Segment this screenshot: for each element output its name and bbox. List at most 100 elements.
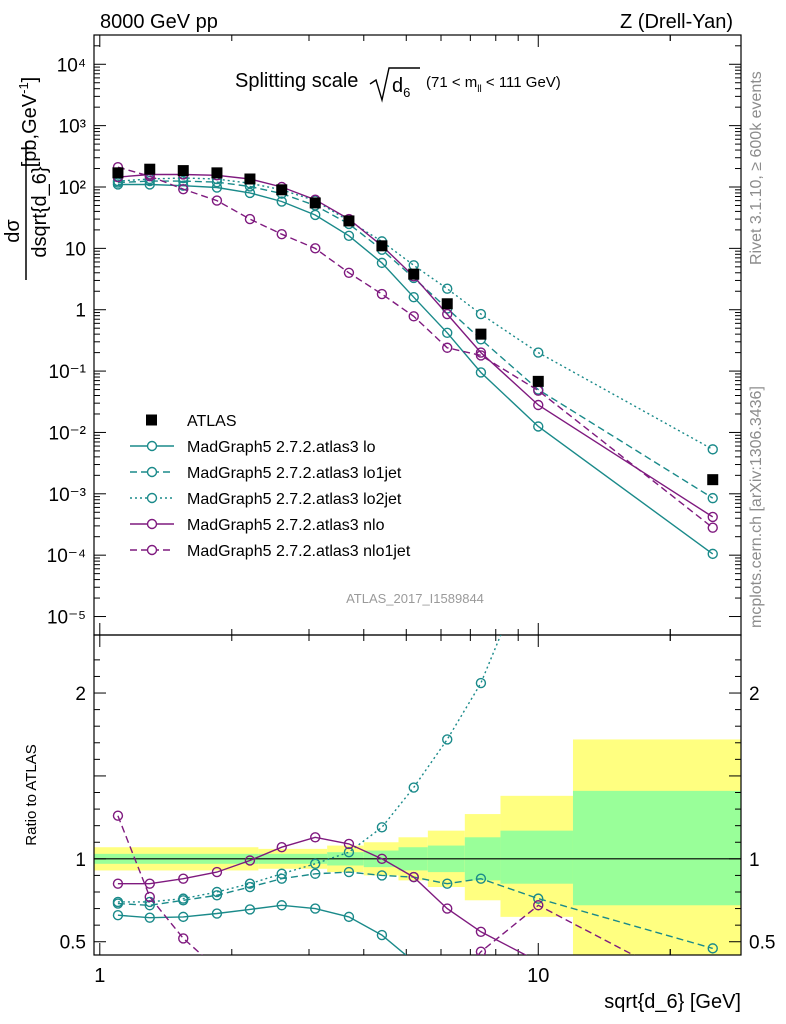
ratio-y-tick-label: 1 [75,850,86,871]
ratio-marker [144,912,155,923]
ratio-marker [144,878,155,889]
y-title-denominator: dsqrt{d_6} [29,166,51,258]
legend-label: MadGraph5 2.7.2.atlas3 nlo [187,517,385,534]
analysis-watermark: ATLAS_2017_I1589844 [346,591,484,606]
x-axis-title: sqrt{d_6} [GeV] [604,991,741,1013]
ratio-marker [211,908,223,919]
x-tick-label: 1 [94,965,105,987]
y-tick-label: 1 [75,301,86,322]
x-tick-label: 10 [527,965,549,987]
ratio-marker [376,870,388,881]
ratio-marker [211,886,223,898]
legend-item-madgraph5-2-7-2-atlas3-lo2jet: MadGraph5 2.7.2.atlas3 lo2jet [130,491,402,508]
ratio-marker [343,838,355,850]
ratio-marker [534,539,543,548]
main-y-axis-title: dσ dsqrt{d_6} [pb,GeV-1] [2,77,51,280]
ratio-marker [178,933,189,944]
y-tick-label: 10³ [59,117,86,138]
header-left-label: 8000 GeV pp [100,11,218,33]
atlas-data-point [112,167,124,179]
main-marker [376,257,388,269]
atlas-data-point [707,474,719,486]
main-marker [533,421,544,432]
ratio-marker [442,878,453,889]
band-green-7 [500,830,573,884]
atlas-data-point [177,165,189,177]
legend-item-madgraph5-2-7-2-atlas3-nlo1jet: MadGraph5 2.7.2.atlas3 nlo1jet [130,543,411,560]
ratio-series-madgraph5-2-7-2-atlas3-lo [112,900,485,996]
main-line-madgraph5-2-7-2-atlas3-lo1jet [117,180,714,499]
main-plot-title: Splitting scale d6 (71 < mll < 111 GeV) [235,67,561,103]
y-tick-label: 10⁴ [57,55,86,76]
legend-item-madgraph5-2-7-2-atlas3-lo1jet: MadGraph5 2.7.2.atlas3 lo1jet [130,465,402,482]
main-marker [707,522,718,533]
main-marker [376,288,388,300]
title-prefix: Splitting scale [235,70,358,92]
ratio-marker [408,871,419,883]
legend-label: MadGraph5 2.7.2.atlas3 lo1jet [187,465,402,482]
ratio-marker [376,822,388,833]
atlas-data-point [475,328,487,340]
main-marker [533,399,544,411]
ratio-marker [276,900,287,911]
title-sqrt-argument: d6 [392,75,410,100]
legend-swatch-marker [146,544,158,556]
main-marker [442,283,453,294]
ratio-marker [211,866,223,878]
ratio-y-tick-label: 0.5 [60,933,86,954]
main-marker [707,444,718,455]
main-marker [475,347,487,358]
ratio-marker [408,782,419,793]
ratio-marker [244,904,256,915]
atlas-data-point [211,167,223,179]
ratio-marker [276,873,287,884]
main-line-madgraph5-2-7-2-atlas3-nlo [117,173,714,518]
atlas-data-point [532,375,544,387]
main-marker [144,179,155,190]
ratio-marker [475,677,487,689]
main-marker [707,511,718,523]
ratio-marker [144,900,155,911]
main-series-madgraph5-2-7-2-atlas3-nlo1jet [112,162,718,533]
ratio-marker [476,987,485,996]
ratio-marker [310,832,321,843]
main-marker [442,308,453,320]
ratio-marker [377,992,386,1001]
ratio-line-madgraph5-2-7-2-atlas3-lo [117,904,407,955]
main-marker [178,180,189,191]
ratio-y-axis-title: Ratio to ATLAS [23,744,40,845]
ratio-marker [112,896,124,908]
ratio-series-madgraph5-2-7-2-atlas3-nlo1jet [112,810,635,1004]
axis-ticks: 1 10 10⁻⁵ 10⁻⁴ 10⁻³ 10⁻² 10⁻¹ 1 10 10² 10³ 10⁴ 0.5 0.… [47,34,775,987]
ratio-line-madgraph5-2-7-2-atlas3-lo1jet [117,871,713,950]
ratio-marker [343,911,355,923]
atlas-data-point [376,240,388,252]
ratio-marker [211,890,223,901]
ratio-marker [442,903,453,914]
ratio-marker [475,946,487,955]
ratio-marker [475,873,487,884]
main-marker [178,184,189,195]
legend-label: ATLAS [187,413,237,430]
main-line-madgraph5-2-7-2-atlas3-lo2jet [117,177,714,451]
ratio-marker [343,866,355,878]
ratio-y-tick-label-right: 0.5 [749,933,775,954]
main-marker [408,291,419,303]
atlas-data-point [276,184,288,196]
legend-swatch [146,414,157,426]
ratio-marker [178,911,189,923]
y-tick-label: 10⁻¹ [49,362,87,383]
ratio-marker [310,868,321,879]
legend-swatch-marker [146,466,158,478]
atlas-data-point [441,298,453,310]
atlas-data-point [343,215,355,227]
ratio-marker [442,734,453,745]
ratio-marker [112,810,124,821]
ratio-y-tick-label: 2 [75,684,86,705]
ratio-marker [344,995,353,1004]
legend-item-atlas: ATLAS [146,413,237,430]
y-tick-label: 10⁻⁴ [47,546,86,567]
legend: ATLAS MadGraph5 2.7.2.atlas3 lo MadGraph5 … [130,413,411,560]
ratio-marker [212,964,221,973]
